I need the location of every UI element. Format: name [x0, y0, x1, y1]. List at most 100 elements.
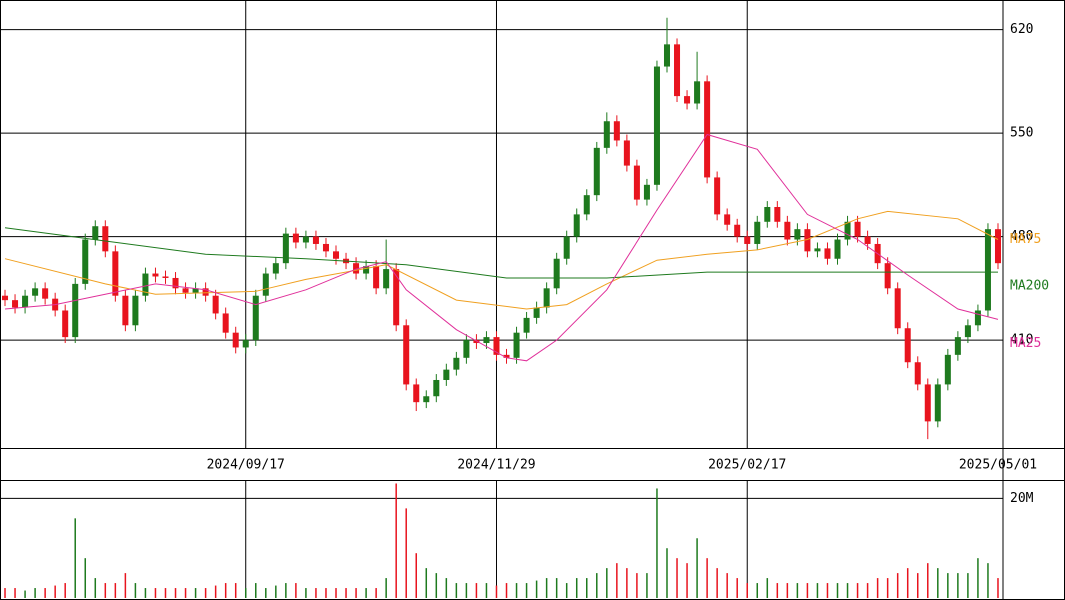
volume-bar	[786, 583, 789, 598]
volume-bar	[726, 573, 728, 598]
candle-body	[82, 239, 89, 284]
volume-bar	[816, 583, 819, 598]
candle-body	[62, 310, 69, 338]
x-tick-label: 2025/02/17	[708, 458, 786, 473]
candle-body	[232, 332, 239, 348]
volume-bar	[766, 578, 769, 598]
volume-bar	[365, 588, 367, 598]
candle-body	[473, 340, 480, 344]
candle-body	[924, 384, 931, 422]
candle-body	[192, 288, 199, 293]
candle-body	[543, 288, 550, 308]
candle-body	[423, 396, 430, 403]
candle-body	[684, 96, 691, 104]
candle-body	[623, 140, 630, 166]
volume-bar	[806, 583, 809, 598]
candle-body	[854, 221, 861, 237]
candle-body	[714, 177, 721, 215]
candle-body	[934, 384, 941, 422]
candle-body	[904, 328, 911, 363]
candle-body	[944, 354, 951, 385]
volume-bar	[285, 583, 287, 598]
volume-bar	[586, 578, 588, 598]
volume-bar	[265, 588, 267, 598]
candle-body	[272, 263, 279, 274]
candle-body	[12, 300, 19, 308]
volume-bar	[846, 583, 849, 598]
candle-body	[373, 266, 380, 289]
candle-body	[613, 121, 620, 141]
candle-body	[252, 295, 259, 341]
candle-body	[834, 239, 841, 259]
volume-bar	[646, 573, 648, 598]
candle-body	[994, 229, 1001, 264]
volume-bar	[505, 583, 508, 598]
volume-bar	[345, 588, 347, 598]
candle-body	[162, 276, 169, 278]
volume-bar	[275, 585, 277, 598]
candle-body	[483, 337, 490, 344]
volume-bar	[124, 573, 127, 598]
candle-body	[643, 184, 650, 200]
candle-body	[332, 251, 340, 259]
candle-body	[804, 229, 811, 252]
volume-bar	[355, 588, 357, 598]
volume-bar	[54, 585, 56, 598]
candle-body	[734, 224, 741, 237]
candle-body	[553, 258, 560, 289]
volume-bar	[44, 588, 46, 598]
volume-bar	[255, 583, 257, 598]
candle-body	[102, 226, 109, 252]
volume-bar	[555, 578, 558, 598]
volume-bar	[596, 573, 598, 598]
volume-bar	[174, 588, 177, 598]
volume-bar	[515, 583, 518, 598]
x-tick-label: 2025/05/01	[959, 458, 1037, 473]
candle-body	[563, 236, 570, 259]
candle-body	[814, 248, 821, 252]
volume-bar	[84, 558, 87, 598]
candle-body	[182, 288, 189, 293]
candle-body	[122, 295, 129, 326]
volume-bar	[4, 588, 6, 598]
candle-body	[694, 81, 701, 104]
volume-bar	[886, 578, 889, 598]
ma-line	[4, 227, 998, 279]
volume-bar	[14, 588, 16, 598]
candle-body	[302, 236, 309, 243]
volume-bar	[756, 583, 759, 598]
volume-bar	[616, 563, 618, 598]
candle-body	[212, 295, 219, 314]
volume-bar	[836, 583, 839, 598]
candle-body	[593, 147, 600, 196]
volume-bar	[796, 583, 799, 598]
volume-bar	[896, 573, 899, 598]
y-tick-label: 480	[1010, 229, 1033, 244]
volume-bar	[716, 568, 718, 598]
candle-body	[754, 221, 761, 244]
volume-bar	[435, 573, 438, 598]
volume-bar	[906, 568, 909, 598]
ma-line	[4, 210, 999, 310]
candle-body	[393, 269, 400, 326]
candle-body	[353, 263, 360, 274]
volume-bar	[736, 578, 738, 598]
candle-body	[222, 313, 229, 333]
candle-body	[322, 243, 329, 252]
volume-bar	[866, 583, 869, 598]
volume-bar	[997, 578, 999, 598]
volume-bar	[525, 583, 528, 598]
volume-bar	[656, 488, 658, 598]
volume-bar	[164, 588, 167, 598]
volume-bar	[606, 568, 608, 598]
candle-body	[403, 325, 410, 385]
candle-body	[142, 273, 149, 296]
candle-body	[774, 206, 781, 222]
legend-label: MA25	[1010, 336, 1041, 351]
volume-bar	[104, 583, 107, 598]
volume-bar	[184, 588, 187, 598]
candle-body	[884, 263, 891, 289]
volume-bar	[154, 588, 157, 598]
